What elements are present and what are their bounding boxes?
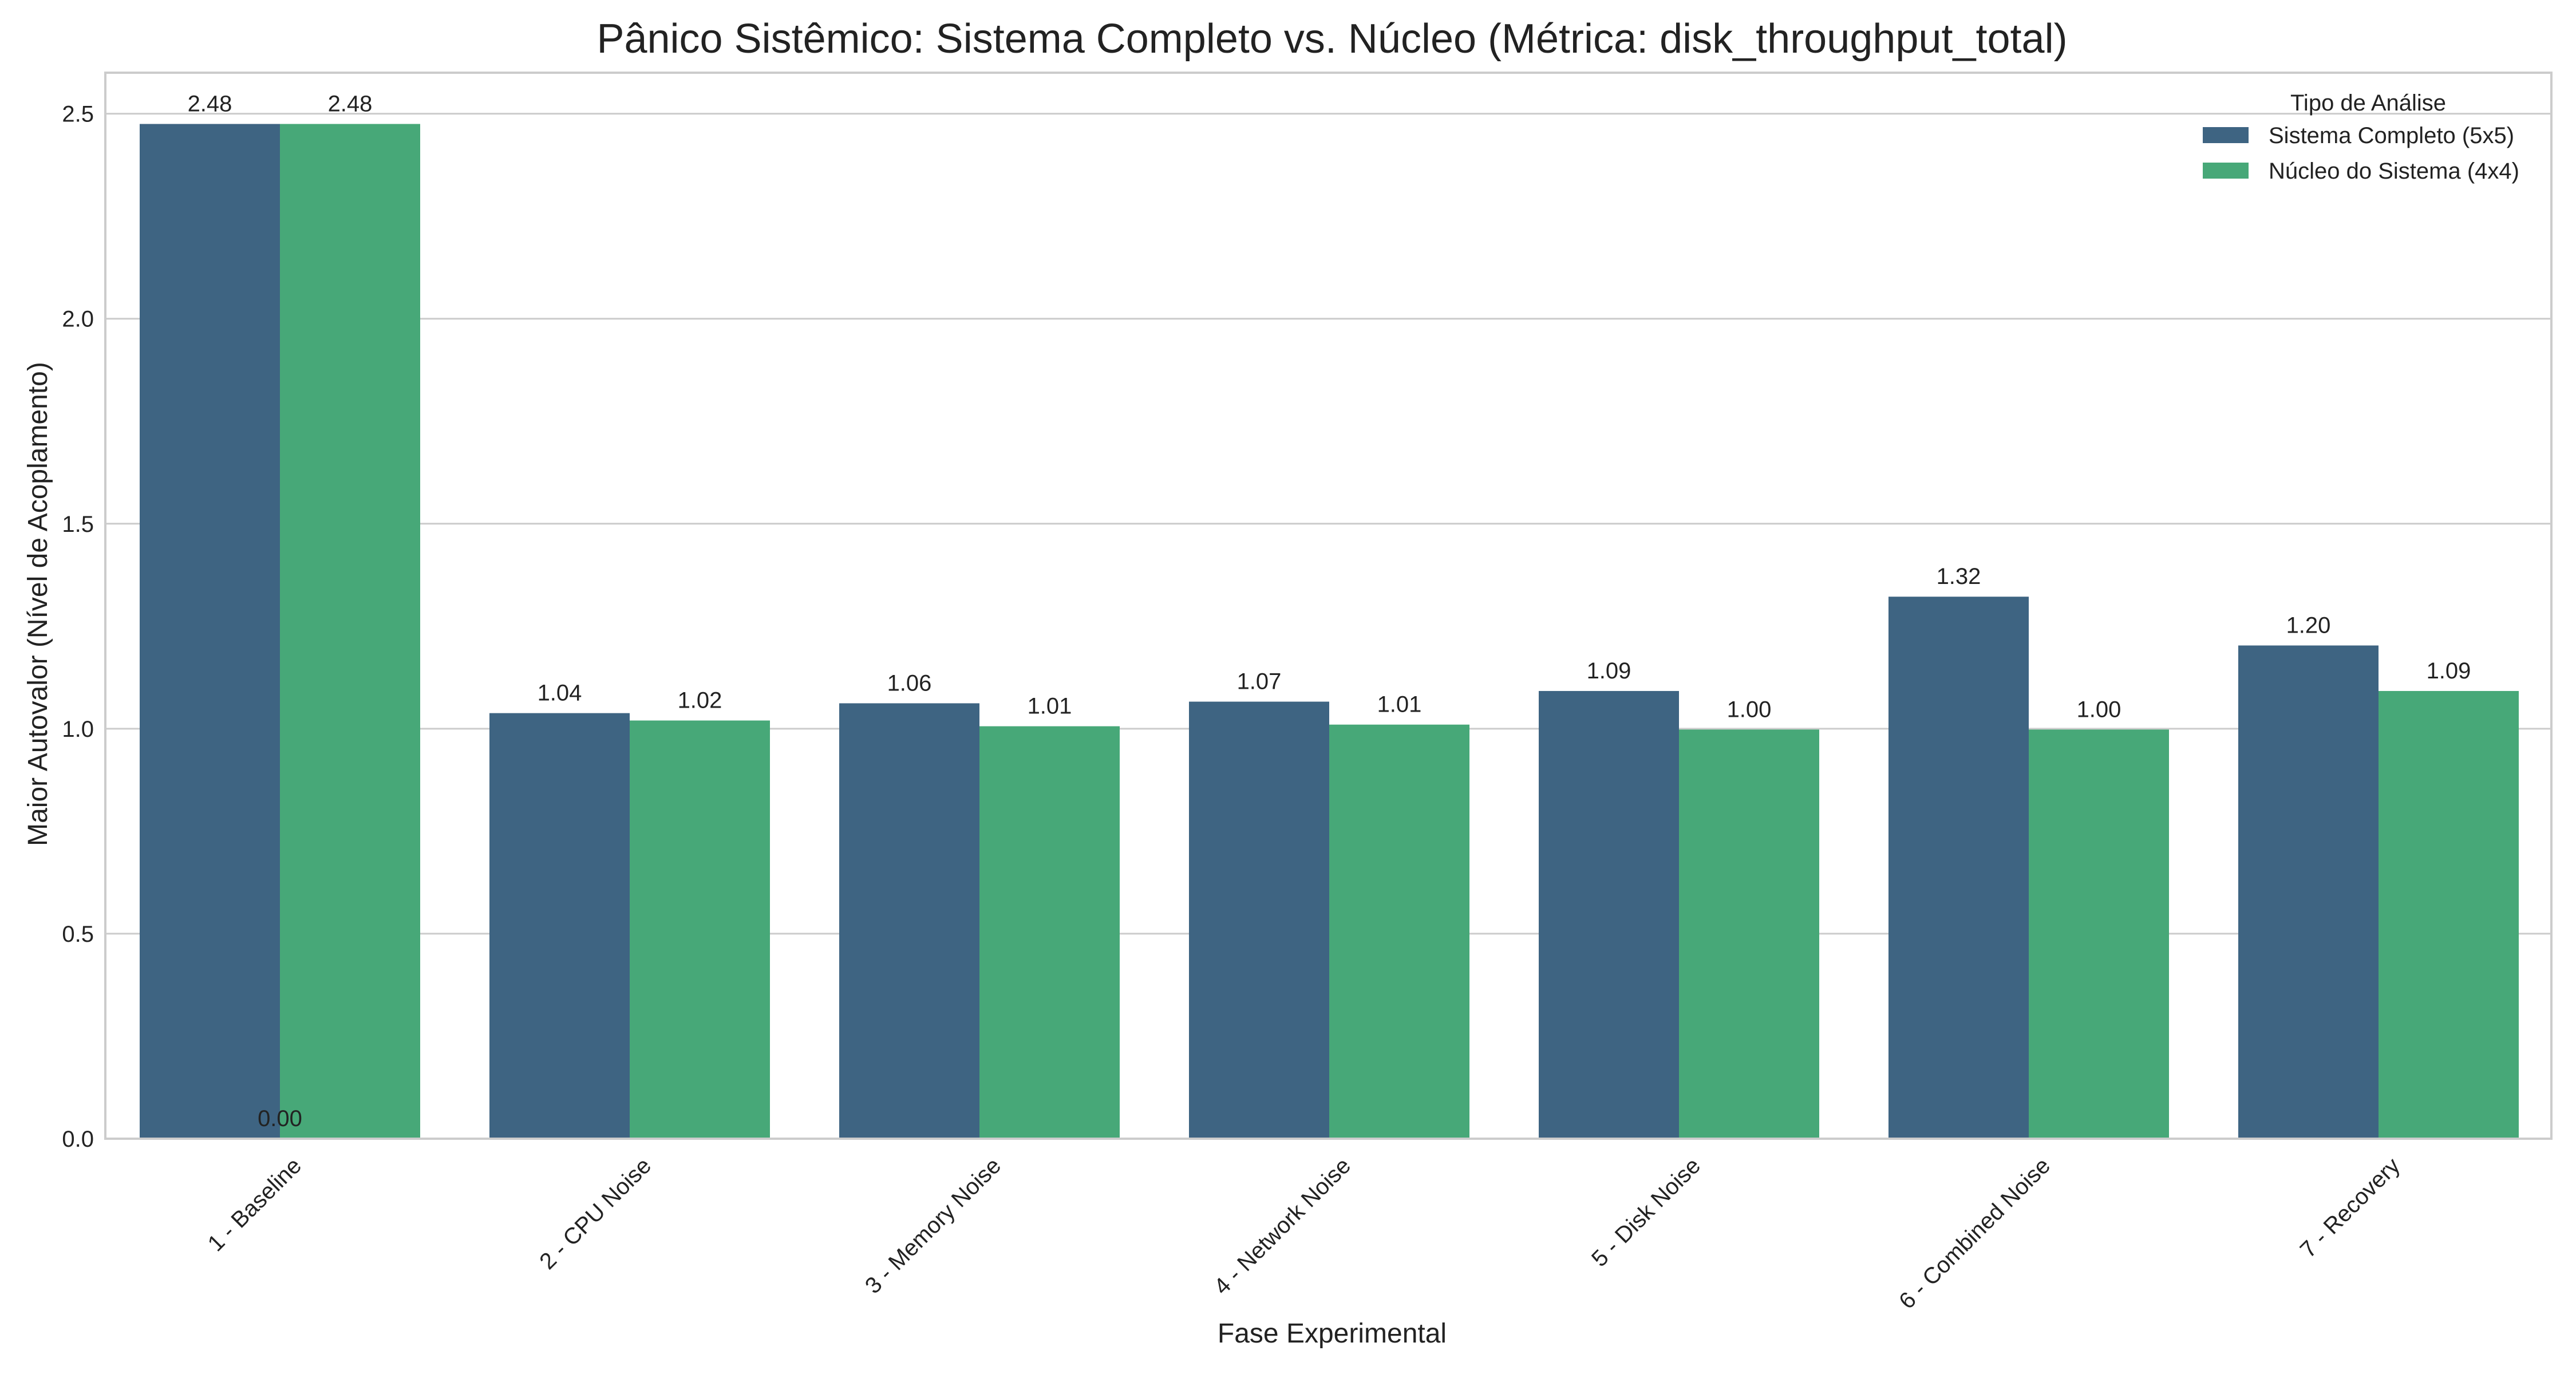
bar-series-1-7 <box>2238 645 2379 1139</box>
x-axis-label: Fase Experimental <box>1218 1318 1447 1349</box>
bar-value-label: 1.07 <box>1237 669 1282 694</box>
legend-title: Tipo de Análise <box>2290 90 2446 116</box>
y-tick-label: 2.5 <box>62 102 94 127</box>
y-axis-ticks: 0.0 0.5 1.0 1.5 2.0 2.5 <box>62 102 94 1152</box>
chart-title: Pânico Sistêmico: Sistema Completo vs. N… <box>596 16 2067 62</box>
y-tick-label: 2.0 <box>62 307 94 332</box>
bar-value-label: 1.01 <box>1028 694 1072 719</box>
y-tick-label: 1.0 <box>62 717 94 742</box>
x-tick-label: 5 - Disk Noise <box>1587 1153 1705 1272</box>
bar-series-2-4 <box>1329 724 1469 1139</box>
bar-value-label: 2.48 <box>188 92 232 117</box>
bar-value-label: 1.02 <box>678 688 722 713</box>
bar-series-2-5 <box>1679 729 1819 1139</box>
legend-swatch-series-2 <box>2203 163 2249 179</box>
x-axis-ticks: 1 - Baseline 2 - CPU Noise 3 - Memory Nois… <box>203 1153 2405 1314</box>
bar-series-1-5 <box>1539 690 1679 1139</box>
legend-item-series-1: Sistema Completo (5x5) <box>2203 123 2514 148</box>
bar-value-label: 1.09 <box>1587 658 1631 684</box>
bar-series-1-3 <box>839 703 979 1139</box>
bar-value-label: 1.09 <box>2427 658 2471 684</box>
plot-frame <box>104 72 2553 1140</box>
bar-value-label: 1.04 <box>538 681 582 706</box>
bar-series-1-1 <box>140 124 280 1139</box>
legend-label-series-2: Núcleo do Sistema (4x4) <box>2269 159 2519 184</box>
x-tick-label: 3 - Memory Noise <box>860 1153 1006 1298</box>
x-tick-label: 6 - Combined Noise <box>1894 1153 2055 1314</box>
bar-value-label: 2.48 <box>328 92 373 117</box>
x-tick-label: 1 - Baseline <box>203 1153 306 1256</box>
bars <box>140 124 2519 1139</box>
bar-series-2-1 <box>280 124 420 1139</box>
bar-series-2-2 <box>630 720 770 1139</box>
bar-series-2-3 <box>979 726 1120 1139</box>
bar-series-1-6 <box>1888 597 2029 1139</box>
annotation-label: 0.00 <box>258 1106 302 1131</box>
legend-swatch-series-1 <box>2203 127 2249 143</box>
x-tick-label: 2 - CPU Noise <box>535 1153 656 1274</box>
legend-label-series-1: Sistema Completo (5x5) <box>2269 123 2514 148</box>
bar-value-label: 1.32 <box>1937 564 1981 589</box>
y-tick-label: 0.5 <box>62 922 94 947</box>
y-axis-label: Maior Autovalor (Nível de Acoplamento) <box>23 362 53 846</box>
y-tick-label: 0.0 <box>62 1127 94 1152</box>
bar-value-label: 1.01 <box>1377 692 1422 717</box>
data-labels: 2.48 1.04 1.06 1.07 1.09 1.32 1.20 2.48 1.02 1.01… <box>188 92 2471 1131</box>
x-tick-label: 7 - Recovery <box>2296 1153 2405 1262</box>
bar-series-1-2 <box>489 713 630 1139</box>
bar-value-label: 1.00 <box>2077 697 2121 722</box>
bar-series-1-4 <box>1189 701 1329 1139</box>
bar-value-label: 1.20 <box>2286 613 2331 638</box>
legend-item-series-2: Núcleo do Sistema (4x4) <box>2203 159 2519 184</box>
legend: Tipo de Análise Sistema Completo (5x5) N… <box>2203 90 2519 184</box>
bar-value-label: 1.06 <box>887 670 932 696</box>
y-tick-label: 1.5 <box>62 512 94 537</box>
bar-series-2-6 <box>2029 729 2169 1139</box>
x-tick-label: 4 - Network Noise <box>1209 1153 1356 1300</box>
bar-series-2-7 <box>2379 690 2519 1139</box>
bar-value-label: 1.00 <box>1727 697 1772 722</box>
